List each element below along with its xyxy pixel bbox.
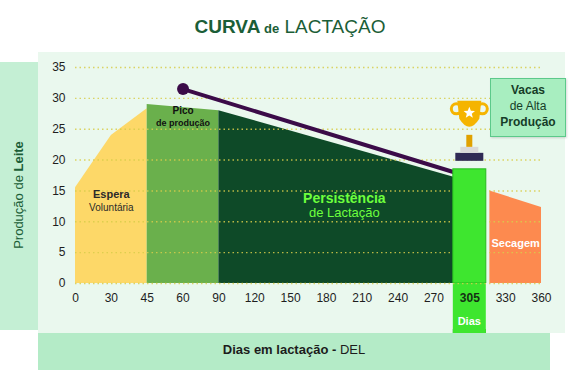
svg-text:30: 30	[105, 291, 119, 305]
svg-text:30: 30	[52, 91, 66, 105]
html-text:Leite: Leite	[11, 141, 26, 172]
svg-text:Pico: Pico	[172, 105, 193, 116]
html-text:Dias em lactação - DEL: Dias em lactação - DEL	[222, 342, 366, 357]
svg-text:0: 0	[59, 276, 66, 290]
svg-text:Espera: Espera	[93, 188, 131, 200]
svg-text:330: 330	[496, 291, 516, 305]
html-text:Produção de: Produção de	[11, 171, 26, 249]
svg-text:120: 120	[245, 291, 265, 305]
svg-text:180: 180	[316, 291, 336, 305]
svg-text:305: 305	[460, 291, 480, 305]
svg-text:240: 240	[388, 291, 408, 305]
svg-text:35: 35	[52, 60, 66, 74]
svg-text:90: 90	[212, 291, 226, 305]
svg-text:15: 15	[52, 184, 66, 198]
svg-text:210: 210	[352, 291, 372, 305]
svg-text:20: 20	[52, 153, 66, 167]
svg-text:0: 0	[72, 291, 79, 305]
html-text:Vacas: Vacas	[511, 83, 545, 97]
svg-text:de Lactação: de Lactação	[309, 205, 380, 220]
svg-text:Voluntária: Voluntária	[89, 202, 134, 213]
svg-text:Persistência: Persistência	[303, 190, 386, 206]
html-text:Produção: Produção	[500, 115, 556, 129]
svg-text:60: 60	[176, 291, 190, 305]
svg-text:Dias: Dias	[458, 315, 481, 327]
svg-text:150: 150	[281, 291, 301, 305]
svg-text:10: 10	[52, 215, 66, 229]
html-text:CURVAdeLACTAÇÃO: CURVAdeLACTAÇÃO	[194, 16, 386, 37]
svg-text:de produção: de produção	[156, 118, 211, 128]
svg-text:270: 270	[424, 291, 444, 305]
html-text:de Alta: de Alta	[509, 99, 547, 113]
svg-text:5: 5	[59, 245, 66, 259]
svg-text:25: 25	[52, 122, 66, 136]
svg-text:360: 360	[531, 291, 551, 305]
svg-text:45: 45	[141, 291, 155, 305]
svg-text:Secagem: Secagem	[492, 237, 541, 249]
